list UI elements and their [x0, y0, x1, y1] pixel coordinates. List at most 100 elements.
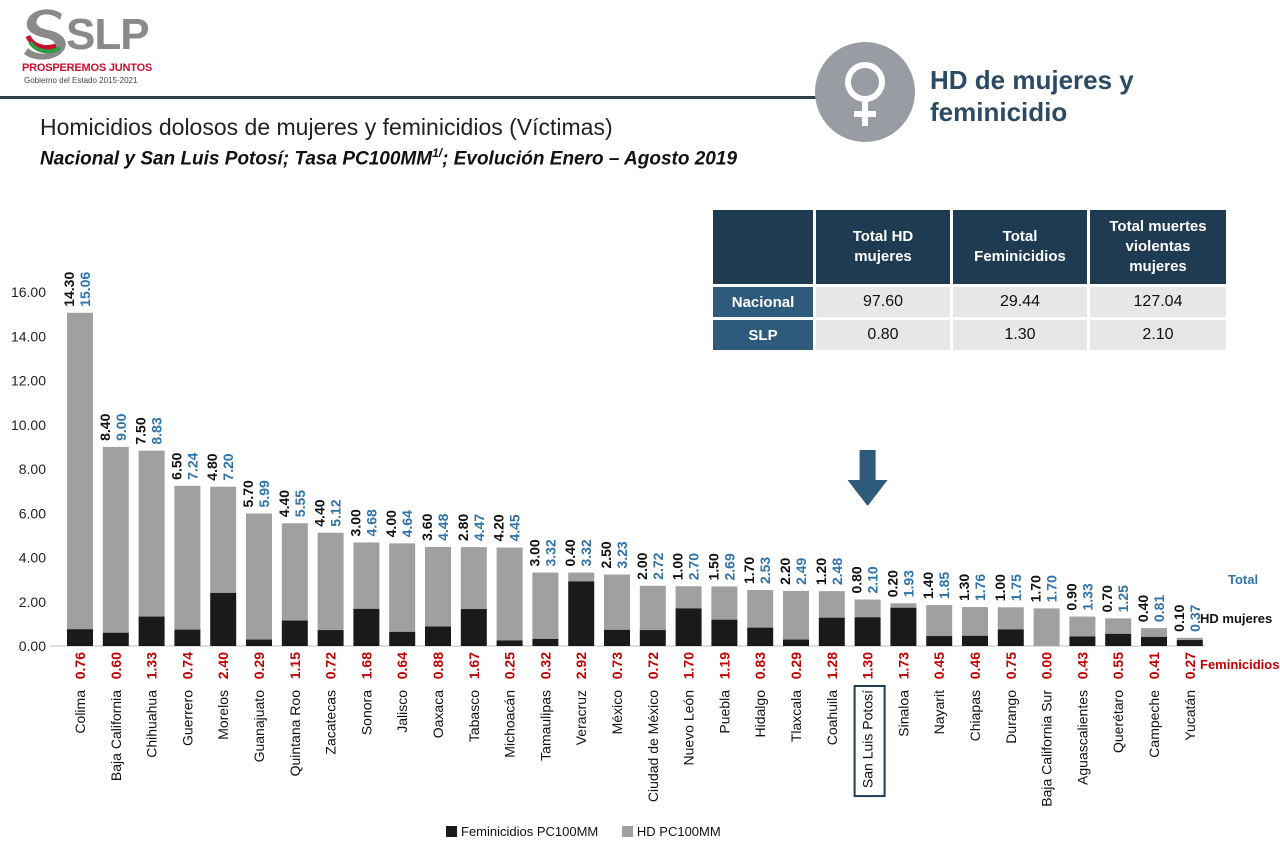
y-tick-label: 6.00	[19, 505, 46, 521]
category-label: Aguascalientes	[1074, 690, 1090, 785]
summary-cell: 1.30	[953, 320, 1087, 350]
feminicidio-value-label: 2.40	[215, 652, 231, 679]
bar-feminicidios	[210, 592, 237, 646]
total-value-label: 3.32	[578, 539, 594, 566]
chart-subtitle-main: Nacional y San Luis Potosí; Tasa PC100MM	[40, 148, 433, 170]
section-title: HD de mujeres y feminicidio	[930, 65, 1134, 127]
feminicidio-value-label: 0.41	[1146, 652, 1162, 679]
feminicidio-value-label: 0.76	[72, 652, 88, 679]
summary-header-total-muertes: Total muertes violentas mujeres	[1090, 210, 1226, 284]
hd-value-label: 1.50	[705, 553, 721, 580]
total-value-label: 1.93	[900, 570, 916, 597]
hd-value-label: 3.60	[419, 513, 435, 540]
chart-subtitle-sup: 1/	[432, 146, 443, 160]
summary-cell: 127.04	[1090, 287, 1226, 317]
feminicidio-value-label: 1.73	[895, 652, 911, 679]
feminicidio-value-label: 1.30	[860, 652, 876, 679]
category-label: Chiapas	[967, 690, 983, 741]
y-tick-label: 0.00	[19, 638, 46, 654]
hd-value-label: 2.80	[455, 514, 471, 541]
chart-legend: Feminicidios PC100MM HD PC100MM	[446, 824, 741, 839]
feminicidio-value-label: 0.46	[967, 652, 983, 679]
category-label: Veracruz	[573, 690, 589, 745]
bar-hd	[854, 599, 881, 618]
summary-row-slp: SLP 0.80 1.30 2.10	[713, 320, 1226, 350]
bar-hd	[281, 523, 308, 621]
total-value-label: 8.83	[149, 417, 165, 444]
category-label: Coahuila	[824, 690, 840, 745]
feminicidio-value-label: 0.43	[1074, 652, 1090, 679]
total-value-label: 4.64	[399, 510, 415, 537]
total-value-label: 1.25	[1115, 585, 1131, 612]
bar-feminicidios	[604, 629, 630, 646]
bar-hd	[532, 572, 559, 639]
bar-feminicidios	[281, 620, 308, 646]
category-label: Chihuahua	[144, 690, 160, 758]
logo-subline: Gobierno del Estado 2015-2021	[24, 76, 138, 85]
category-label: Nuevo León	[681, 690, 697, 766]
hd-value-label: 1.00	[992, 574, 1008, 601]
summary-cell: 0.80	[816, 320, 950, 350]
hd-value-label: 2.00	[634, 552, 650, 579]
legend-label: Feminicidios PC100MM	[461, 824, 599, 839]
hd-value-label: 1.70	[1028, 575, 1044, 602]
bar-hd	[711, 586, 738, 620]
bar-feminicidios	[854, 617, 881, 646]
chart-title: Homicidios dolosos de mujeres y feminici…	[40, 114, 613, 140]
bar-hd	[317, 532, 344, 631]
bar-hd	[926, 605, 953, 637]
bar-hd	[747, 590, 774, 628]
bar-hd	[962, 607, 988, 636]
legend-item-feminicidios: Feminicidios PC100MM	[446, 824, 598, 839]
hd-value-label: 14.30	[61, 272, 77, 307]
header-divider	[0, 96, 850, 99]
bar-feminicidios	[460, 609, 487, 646]
bar-feminicidios	[67, 629, 93, 646]
highlight-arrow-icon	[847, 450, 888, 506]
bar-feminicidios	[962, 635, 988, 646]
hd-value-label: 1.70	[741, 557, 757, 584]
legend-item-hd: HD PC100MM	[621, 824, 721, 839]
feminicidio-value-label: 1.28	[824, 652, 840, 679]
category-label: Campeche	[1146, 690, 1162, 758]
feminicidio-value-label: 0.45	[931, 652, 947, 679]
legend-swatch	[621, 826, 633, 837]
bar-hd	[890, 603, 917, 608]
hd-value-label: 4.40	[312, 499, 328, 526]
hd-value-label: 2.50	[598, 541, 614, 568]
feminicidio-value-label: 1.68	[358, 652, 374, 679]
bar-hd	[675, 586, 702, 609]
logo-tagline: PROSPEREMOS JUNTOS	[22, 62, 153, 74]
total-value-label: 5.55	[292, 490, 308, 517]
total-value-label: 2.48	[829, 558, 845, 585]
bar-feminicidios	[997, 629, 1024, 646]
bar-hd	[639, 585, 666, 631]
hd-value-label: 2.20	[777, 557, 793, 584]
total-value-label: 4.47	[471, 514, 487, 541]
section-badge	[815, 42, 915, 142]
total-value-label: 4.48	[435, 513, 451, 540]
highlight-box	[853, 685, 886, 798]
category-label: Yucatán	[1182, 690, 1198, 741]
bar-feminicidios	[926, 636, 953, 646]
feminicidio-value-label: 1.70	[681, 652, 697, 679]
category-label: Jalisco	[394, 690, 410, 733]
y-tick-label: 14.00	[11, 328, 46, 344]
hd-value-label: 8.40	[97, 413, 113, 440]
y-tick-label: 12.00	[11, 373, 46, 389]
bar-hd	[604, 574, 630, 630]
category-label: Tlaxcala	[788, 690, 804, 742]
hd-value-label: 5.70	[240, 480, 256, 507]
summary-header-total-fem: Total Feminicidios	[953, 210, 1087, 284]
feminicidio-value-label: 0.27	[1182, 652, 1198, 679]
bar-feminicidios	[568, 581, 595, 646]
category-label: Querétaro	[1110, 690, 1126, 753]
bar-hd	[1069, 616, 1096, 637]
feminicidio-value-label: 1.67	[466, 652, 482, 679]
bar-hd	[783, 590, 809, 640]
feminicidio-value-label: 0.72	[645, 652, 661, 679]
female-symbol-icon	[845, 62, 885, 126]
bar-feminicidios	[1105, 633, 1132, 646]
bar-feminicidios	[1141, 636, 1167, 646]
category-label: Puebla	[716, 690, 732, 734]
